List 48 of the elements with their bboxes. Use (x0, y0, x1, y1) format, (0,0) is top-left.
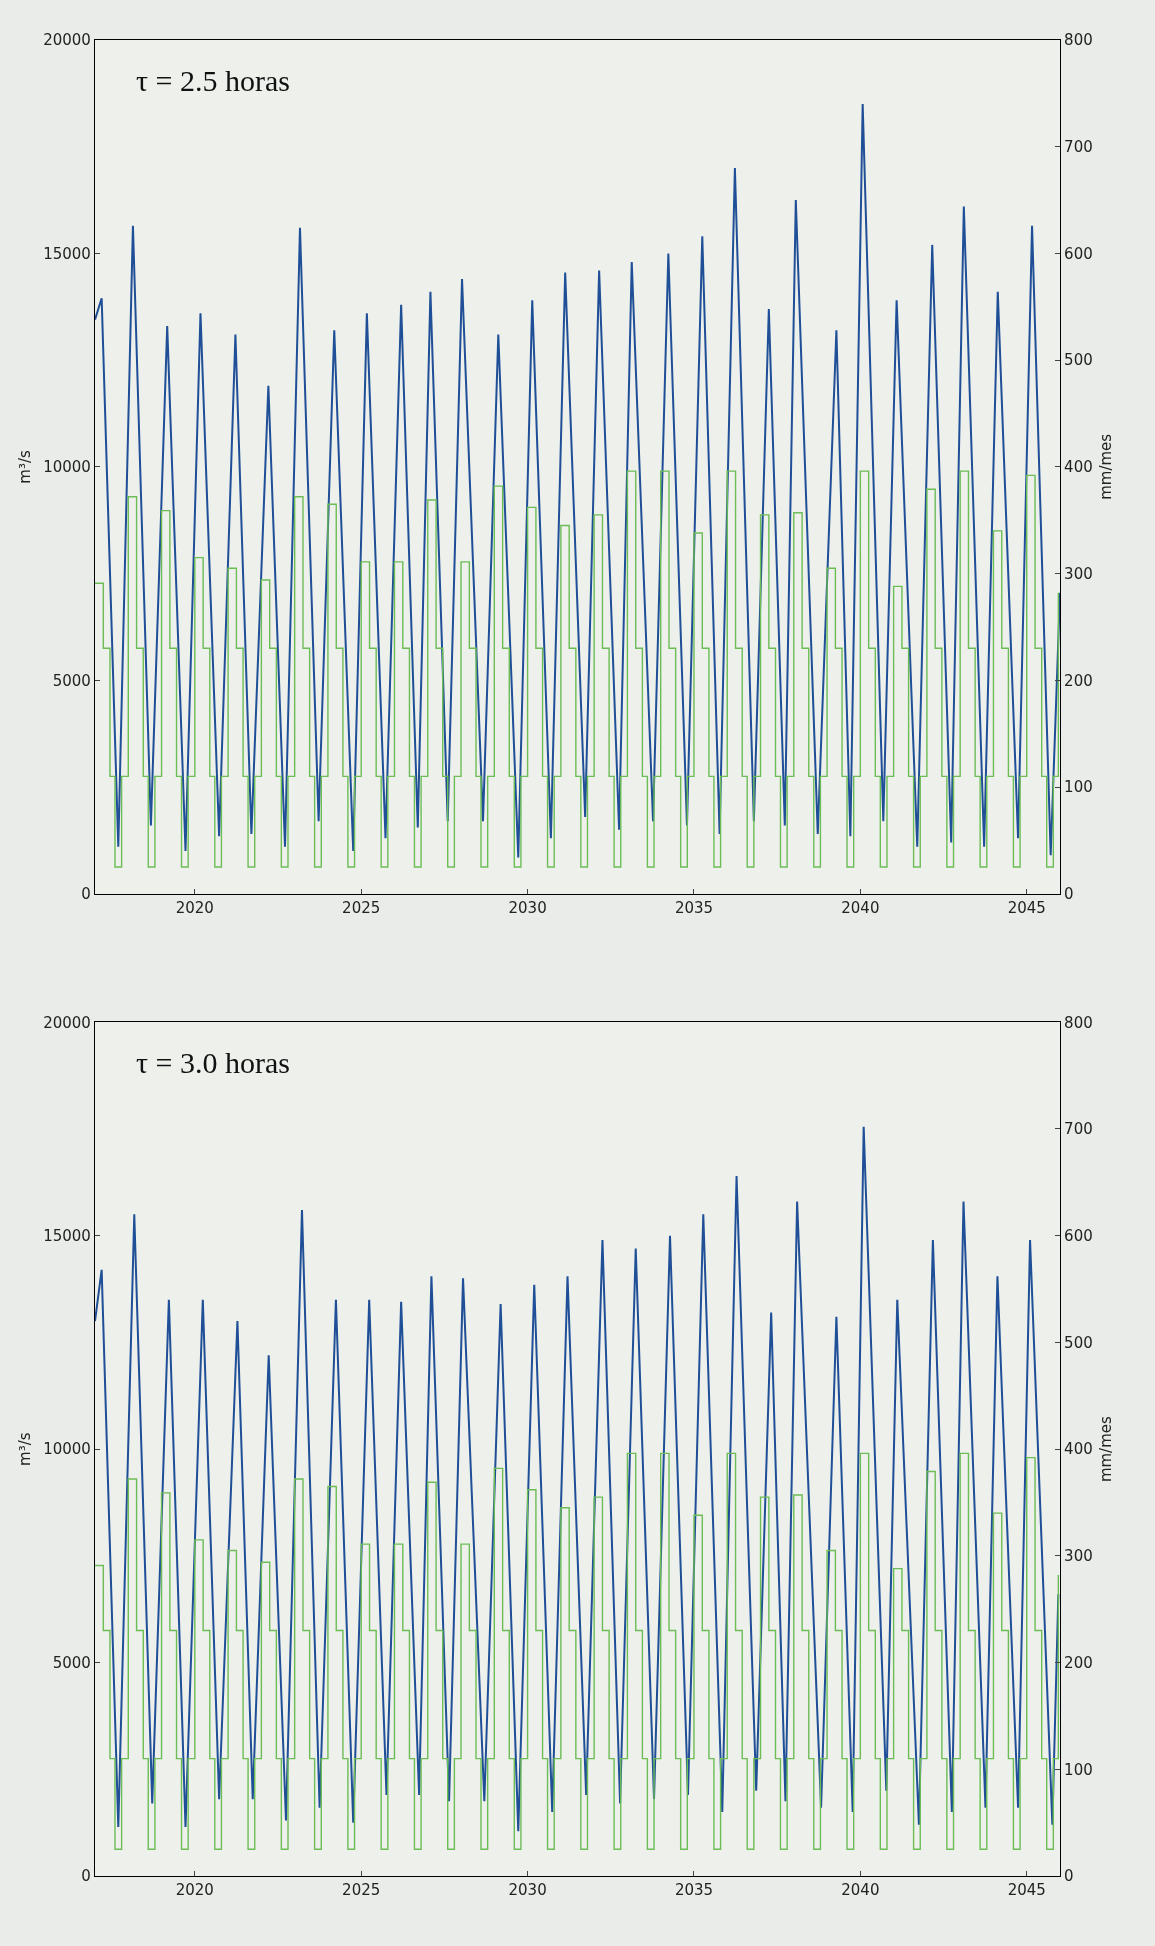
y2-tick-label: 0 (1064, 884, 1074, 903)
text: τ = 3.0 horas (136, 1046, 290, 1079)
x-tick-label: 2030 (508, 1881, 547, 1900)
y-tick-label: 0 (81, 884, 91, 903)
y2-tick-label: 200 (1064, 671, 1093, 690)
y-tick-label: 5000 (52, 1653, 91, 1672)
line-series (95, 1125, 1060, 1833)
line-series (95, 103, 1060, 859)
y-axis-title: m³/s (16, 449, 35, 484)
x-tick-label: 2025 (342, 898, 381, 917)
y2-tick-label: 800 (1064, 1013, 1093, 1032)
x-tick-label: 2020 (175, 898, 214, 917)
y2-tick-label: 600 (1064, 1226, 1093, 1245)
y-tick-label: 15000 (43, 1226, 91, 1245)
y-tick-label: 10000 (43, 458, 91, 477)
text: τ = 2.5 horas (136, 64, 290, 97)
y-tick-label: 0 (81, 1867, 91, 1886)
x-tick-label: 2025 (342, 1881, 381, 1900)
x-tick-label: 2045 (1007, 898, 1046, 917)
x-tick-label: 2040 (841, 898, 880, 917)
y-tick-label: 15000 (43, 244, 91, 263)
y2-tick-label: 700 (1064, 1120, 1093, 1139)
x-tick-label: 2020 (175, 1881, 214, 1900)
y-tick-label: 20000 (43, 31, 91, 50)
y2-tick-label: 700 (1064, 137, 1093, 156)
y2-tick-label: 300 (1064, 564, 1093, 583)
x-tick-label: 2045 (1007, 1881, 1046, 1900)
y2-tick-label: 500 (1064, 1333, 1093, 1352)
y2-tick-label: 0 (1064, 1867, 1074, 1886)
y2-tick-label: 800 (1064, 31, 1093, 50)
y2-tick-label: 400 (1064, 1440, 1093, 1459)
y2-tick-label: 200 (1064, 1653, 1093, 1672)
y2-tick-label: 600 (1064, 244, 1093, 263)
y2-tick-label: 100 (1064, 1760, 1093, 1779)
x-tick-label: 2030 (508, 898, 547, 917)
y-tick-label: 5000 (52, 671, 91, 690)
y2-tick-label: 400 (1064, 458, 1093, 477)
y2-axis-title: mm/mes (1096, 1415, 1115, 1483)
y2-axis-title: mm/mes (1096, 433, 1115, 500)
y2-tick-label: 300 (1064, 1547, 1093, 1566)
x-tick-label: 2040 (841, 1881, 880, 1900)
x-tick-label: 2035 (674, 1881, 714, 1900)
y-tick-label: 10000 (43, 1440, 91, 1459)
y2-tick-label: 100 (1064, 778, 1093, 797)
y-tick-label: 20000 (43, 1013, 91, 1032)
y2-tick-label: 500 (1064, 351, 1093, 370)
y-axis-title: m³/s (16, 1432, 35, 1466)
x-tick-label: 2035 (674, 898, 714, 917)
